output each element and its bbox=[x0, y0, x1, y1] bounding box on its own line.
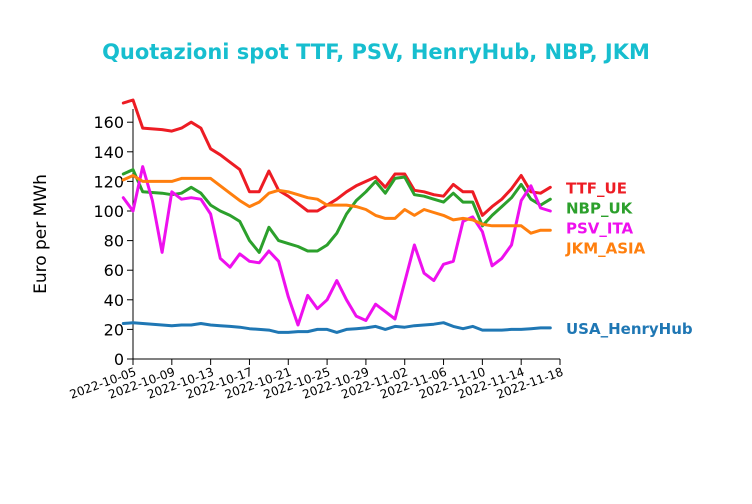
legend-label-psv-ita: PSV_ITA bbox=[566, 219, 634, 237]
series-line-psv-ita bbox=[121, 165, 552, 327]
legend: TTF_UE NBP_UK PSV_ITA JKM_ASIA USA_HenryHub bbox=[565, 179, 693, 338]
y-tick-label: 40 bbox=[104, 291, 124, 310]
legend-label-nbp-uk: NBP_UK bbox=[566, 199, 634, 217]
chart-title: Quotazioni spot TTF, PSV, HenryHub, NBP,… bbox=[102, 40, 650, 64]
series-line-ttf-ue bbox=[121, 98, 552, 217]
y-axis-label: Euro per MWh bbox=[31, 174, 51, 294]
series-lines bbox=[121, 98, 552, 334]
y-tick-label: 100 bbox=[93, 202, 124, 221]
y-tick-label: 80 bbox=[104, 232, 124, 251]
y-tick-label: 160 bbox=[93, 113, 124, 132]
legend-label-usa-henryhub: USA_HenryHub bbox=[566, 320, 693, 338]
legend-label-ttf-ue: TTF_UE bbox=[566, 179, 627, 197]
y-tick-label: 60 bbox=[104, 261, 124, 280]
legend-label-jkm-asia: JKM_ASIA bbox=[565, 239, 646, 257]
y-tick-label: 20 bbox=[104, 320, 124, 339]
y-tick-label: 140 bbox=[93, 143, 124, 162]
y-tick-label: 120 bbox=[93, 172, 124, 191]
y-tick-label: 0 bbox=[114, 350, 124, 369]
series-line-nbp-uk bbox=[121, 168, 552, 254]
series-line-usa-henryhub bbox=[121, 321, 552, 334]
series-line-jkm-asia bbox=[121, 174, 552, 235]
